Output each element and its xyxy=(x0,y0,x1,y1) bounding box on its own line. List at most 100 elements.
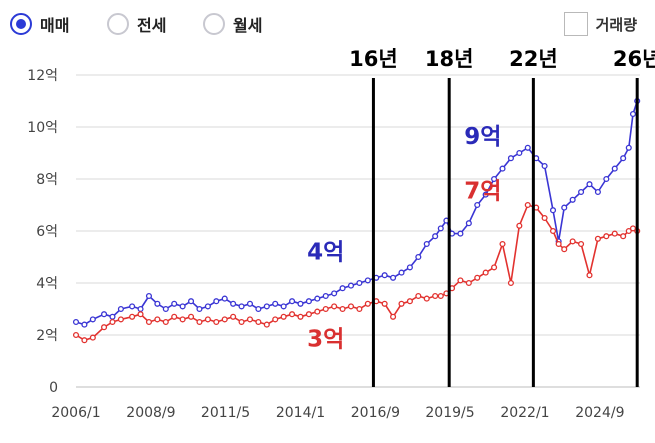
data-point xyxy=(364,277,371,284)
data-point xyxy=(204,316,211,323)
data-point xyxy=(230,300,237,307)
y-tick-label: 4억 xyxy=(36,276,58,292)
data-point xyxy=(204,303,211,310)
data-point xyxy=(625,144,632,151)
volume-toggle-label: 거래량 xyxy=(595,15,637,34)
data-point xyxy=(339,305,346,313)
data-point xyxy=(549,227,557,235)
data-point xyxy=(629,225,637,232)
radio-jeonse-label: 전세 xyxy=(137,16,167,35)
data-point xyxy=(423,240,430,248)
x-tick-label: 2019/5 xyxy=(425,405,474,421)
data-point xyxy=(263,321,270,328)
data-point xyxy=(289,298,296,305)
data-point xyxy=(81,337,88,344)
data-point xyxy=(541,214,548,222)
x-tick-label: 2016/9 xyxy=(351,405,400,421)
volume-toggle[interactable]: 거래량 xyxy=(563,12,637,36)
data-point xyxy=(72,331,80,339)
data-point xyxy=(381,300,388,307)
data-point xyxy=(255,318,262,326)
data-point xyxy=(465,220,472,227)
data-point xyxy=(129,313,136,320)
data-point xyxy=(246,300,254,307)
data-point xyxy=(322,305,329,313)
data-point xyxy=(603,233,610,240)
y-tick-label: 8억 xyxy=(36,172,58,188)
data-point xyxy=(314,308,321,315)
data-point xyxy=(89,334,96,341)
data-point xyxy=(331,290,338,297)
data-point xyxy=(423,295,430,302)
radio-selected-icon xyxy=(10,13,32,35)
data-point xyxy=(381,272,388,279)
data-point xyxy=(398,300,405,307)
y-tick-label: 12억 xyxy=(27,68,58,84)
x-tick-label: 2006/1 xyxy=(51,405,100,421)
price-annotation: 3억 xyxy=(307,327,344,353)
data-point xyxy=(594,188,601,196)
x-tick-label: 2008/9 xyxy=(126,405,175,421)
data-point xyxy=(578,188,585,196)
data-point xyxy=(406,264,413,271)
data-point xyxy=(390,313,397,320)
data-point xyxy=(109,318,116,326)
data-point xyxy=(482,191,489,198)
data-point xyxy=(196,305,203,313)
data-point xyxy=(179,316,186,323)
data-point xyxy=(263,303,270,310)
data-point xyxy=(187,298,195,305)
data-point xyxy=(272,316,279,323)
data-point xyxy=(322,292,329,300)
price-annotation: 9억 xyxy=(464,124,501,150)
data-point xyxy=(491,264,498,271)
data-point xyxy=(145,292,153,300)
radio-monthly-rent[interactable]: 월세 xyxy=(203,12,262,36)
data-point xyxy=(196,318,203,326)
data-point xyxy=(331,303,338,310)
trade-type-toolbar: 매매 전세 월세 거래량 xyxy=(10,8,645,40)
data-point xyxy=(586,181,593,188)
data-point xyxy=(213,298,220,305)
data-point xyxy=(347,303,355,310)
data-point xyxy=(415,292,422,300)
data-point xyxy=(620,233,627,240)
data-point xyxy=(255,305,262,313)
data-point xyxy=(272,300,279,307)
data-point xyxy=(129,303,136,310)
data-point xyxy=(171,313,178,320)
data-point xyxy=(72,318,80,326)
data-point xyxy=(437,292,444,300)
y-tick-label: 10억 xyxy=(27,120,58,136)
data-point xyxy=(101,324,108,331)
data-point xyxy=(398,269,405,276)
data-point xyxy=(437,225,444,232)
data-point xyxy=(356,305,363,313)
radio-sale[interactable]: 매매 xyxy=(10,12,69,36)
data-point xyxy=(457,230,464,237)
data-point xyxy=(364,300,371,307)
data-point xyxy=(611,165,618,172)
data-point xyxy=(415,253,422,261)
data-point xyxy=(491,175,498,183)
data-point xyxy=(578,240,585,248)
x-tick-label: 2011/5 xyxy=(201,405,250,421)
radio-unselected-icon xyxy=(203,13,225,35)
data-point xyxy=(516,149,523,157)
data-point xyxy=(162,318,169,326)
data-point xyxy=(314,295,321,302)
data-point xyxy=(280,303,287,310)
data-point xyxy=(179,303,186,310)
data-point xyxy=(145,318,153,326)
data-point xyxy=(625,227,632,235)
data-point xyxy=(524,201,531,209)
data-point xyxy=(499,240,506,248)
data-point xyxy=(432,233,439,240)
data-point xyxy=(555,240,562,248)
data-point xyxy=(629,110,637,118)
data-point xyxy=(549,207,557,214)
radio-jeonse[interactable]: 전세 xyxy=(107,12,166,36)
data-point xyxy=(221,295,228,302)
data-point xyxy=(482,269,489,276)
